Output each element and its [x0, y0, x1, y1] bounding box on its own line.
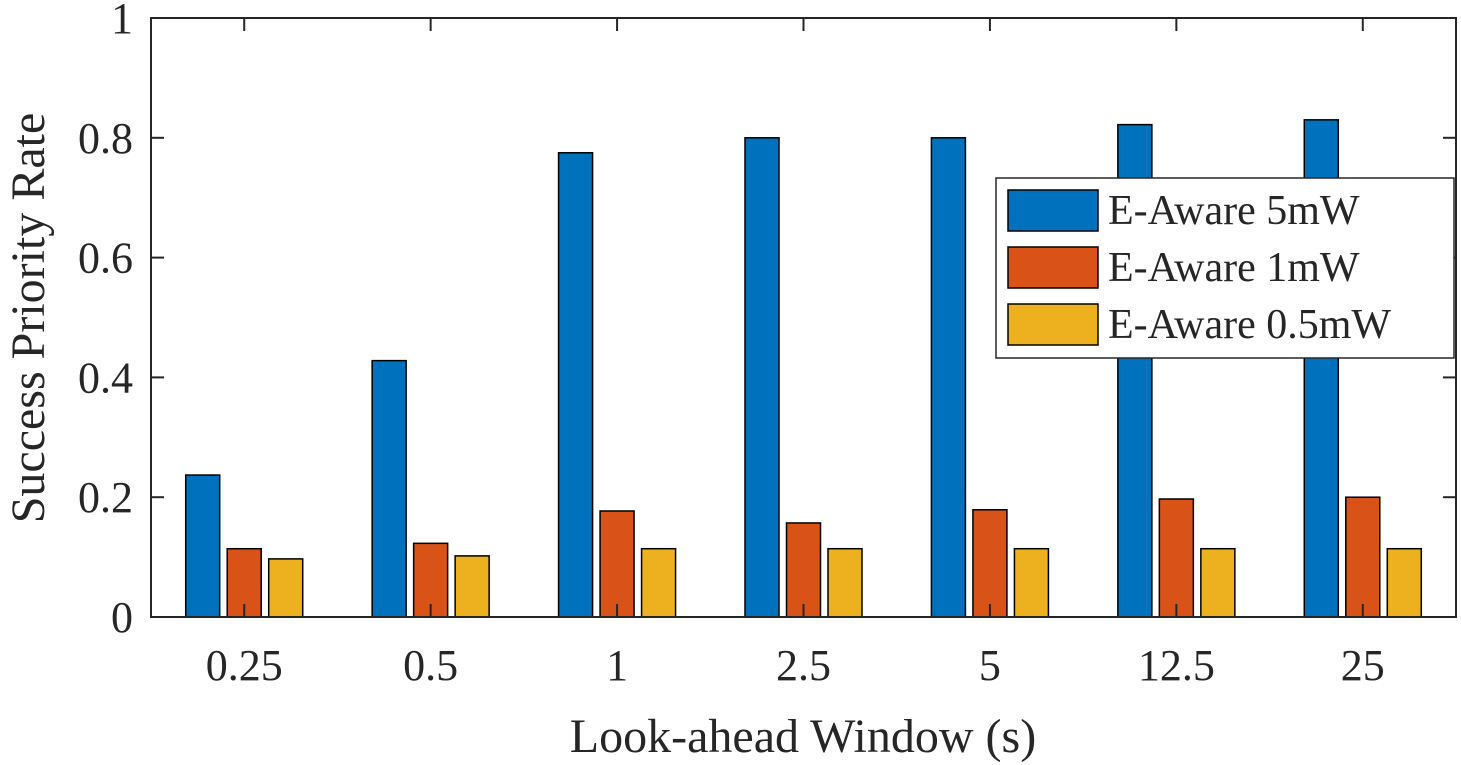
y-tick-label: 0	[111, 593, 133, 642]
y-tick-label: 0.8	[78, 114, 133, 163]
y-tick-label: 1	[111, 0, 133, 43]
x-tick-label: 0.25	[206, 641, 283, 690]
bar-3-2	[454, 555, 490, 618]
bar-3-4	[827, 547, 863, 618]
x-axis-ticks: 0.25 0.5 1 2.5 5 12.5 25	[206, 18, 1385, 690]
x-tick-label: 2.5	[776, 641, 831, 690]
bar-2-4	[785, 522, 822, 618]
bar-2-3	[599, 510, 635, 618]
y-tick-label: 0.2	[78, 473, 133, 522]
bar-3-6	[1200, 547, 1236, 618]
bar-1-2	[371, 359, 407, 618]
legend-swatch	[1007, 246, 1099, 289]
y-axis-label: Success Priority Rate	[2, 113, 55, 524]
x-tick-label: 12.5	[1138, 641, 1215, 690]
bar-2-5	[972, 509, 1008, 618]
legend-label: E-Aware 1mW	[1108, 245, 1360, 291]
y-tick-label: 0.4	[78, 353, 133, 402]
x-tick-label: 0.5	[403, 641, 458, 690]
bar-3-3	[640, 547, 677, 618]
bar-1-3	[557, 152, 594, 618]
bar-1-5	[930, 137, 967, 618]
bar-1-4	[744, 137, 780, 618]
legend: E-Aware 5mW E-Aware 1mW E-Aware 0.5mW	[995, 177, 1455, 359]
bar-1-1	[184, 474, 221, 618]
x-tick-label: 5	[979, 641, 1001, 690]
x-tick-label: 25	[1341, 641, 1385, 690]
bar-2-7	[1345, 496, 1381, 618]
y-tick-label: 0.6	[78, 234, 133, 283]
legend-swatch	[1007, 189, 1099, 232]
y-axis-ticks: 0 0.2 0.4 0.6 0.8 1	[78, 0, 1456, 642]
x-tick-label: 1	[606, 641, 628, 690]
legend-label: E-Aware 0.5mW	[1108, 302, 1391, 348]
bar-2-6	[1158, 498, 1195, 618]
x-axis-label: Look-ahead Window (s)	[570, 710, 1036, 763]
bar-3-1	[267, 558, 304, 618]
legend-label: E-Aware 5mW	[1108, 188, 1360, 234]
legend-swatch	[1007, 303, 1099, 346]
bars-layer	[184, 119, 1423, 618]
bar-3-5	[1013, 547, 1050, 618]
bar-3-7	[1386, 547, 1423, 618]
